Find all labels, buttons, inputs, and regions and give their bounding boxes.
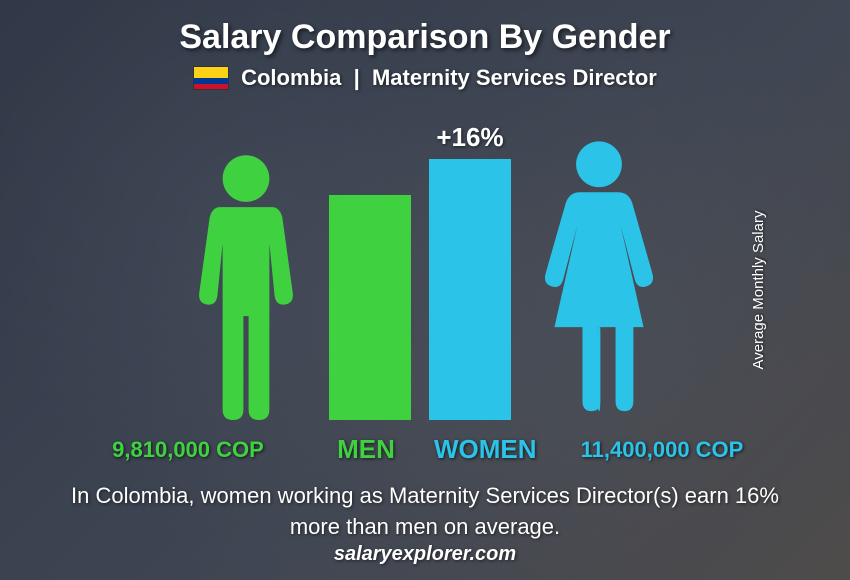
subtitle-country: Colombia bbox=[241, 65, 341, 90]
y-axis-label: Average Monthly Salary bbox=[750, 211, 767, 370]
women-bar-wrap: +16% bbox=[429, 111, 511, 420]
footer-source: salaryexplorer.com bbox=[334, 543, 516, 566]
men-gender-label: MEN bbox=[316, 434, 416, 465]
caption-text: In Colombia, women working as Maternity … bbox=[45, 481, 805, 543]
subtitle-row: Colombia | Maternity Services Director bbox=[193, 65, 657, 91]
women-bar bbox=[429, 159, 511, 420]
female-figure-wrap bbox=[529, 111, 669, 420]
subtitle-text: Colombia | Maternity Services Director bbox=[241, 65, 657, 91]
men-bar-wrap bbox=[329, 111, 411, 420]
male-figure-wrap bbox=[181, 111, 311, 420]
chart-area: +16% bbox=[181, 111, 669, 420]
labels-row: 9,810,000 COP MEN WOMEN 11,400,000 COP bbox=[0, 434, 850, 465]
men-salary-label: 9,810,000 COP bbox=[78, 437, 298, 463]
difference-label: +16% bbox=[436, 122, 503, 153]
women-gender-label: WOMEN bbox=[434, 434, 534, 465]
women-salary-label: 11,400,000 COP bbox=[552, 437, 772, 463]
male-figure-icon bbox=[181, 150, 311, 420]
flag-stripe-1 bbox=[194, 67, 228, 78]
subtitle-role: Maternity Services Director bbox=[372, 65, 657, 90]
infographic-container: Salary Comparison By Gender Colombia | M… bbox=[0, 0, 850, 580]
female-figure-icon bbox=[529, 130, 669, 420]
flag-stripe-3 bbox=[194, 84, 228, 90]
colombia-flag-icon bbox=[193, 66, 229, 90]
men-bar bbox=[329, 195, 411, 420]
page-title: Salary Comparison By Gender bbox=[179, 18, 670, 57]
subtitle-separator: | bbox=[354, 65, 360, 90]
